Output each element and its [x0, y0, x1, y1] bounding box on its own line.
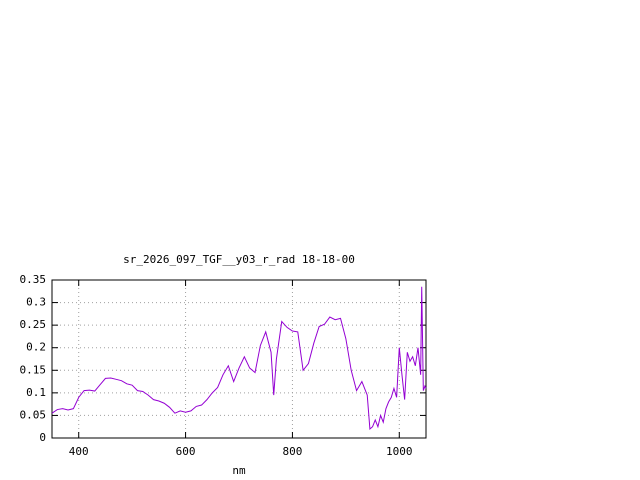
y-tick-label: 0.3 — [26, 296, 46, 309]
x-tick-label: 1000 — [386, 445, 413, 458]
x-axis-label: nm — [232, 464, 246, 477]
x-tick-label: 600 — [176, 445, 196, 458]
y-tick-label: 0.25 — [20, 318, 47, 331]
y-tick-label: 0.15 — [20, 363, 47, 376]
y-tick-label: 0 — [39, 431, 46, 444]
y-tick-label: 0.05 — [20, 408, 47, 421]
plot-border — [51, 279, 427, 439]
x-tick-label: 800 — [282, 445, 302, 458]
chart-title: sr_2026_097_TGF__y03_r_rad 18-18-00 — [123, 253, 355, 266]
y-tick-label: 0.2 — [26, 341, 46, 354]
x-tick-label: 400 — [69, 445, 89, 458]
data-line — [51, 286, 427, 430]
y-tick-label: 0.35 — [20, 273, 47, 286]
y-tick-label: 0.1 — [26, 386, 46, 399]
